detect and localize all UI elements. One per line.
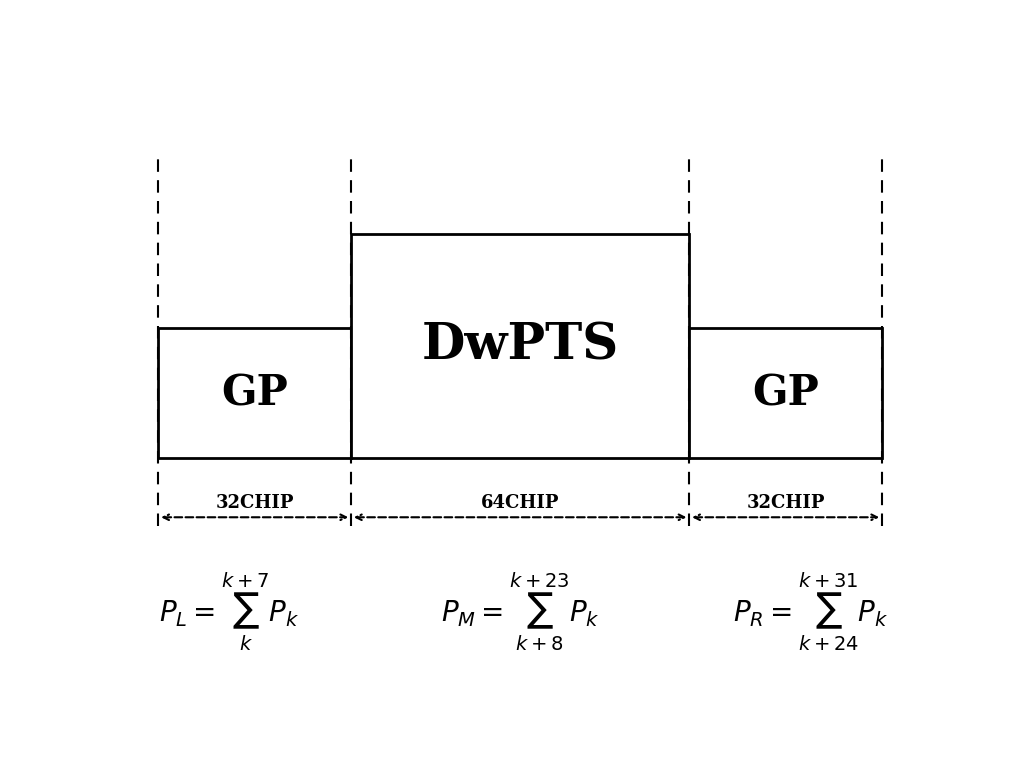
Text: $\mathit{P}_L = \sum_{\mathit{k}}^{\mathit{k}+7}\mathit{P}_{\mathit{k}}$: $\mathit{P}_L = \sum_{\mathit{k}}^{\math… bbox=[159, 571, 299, 653]
Text: 64CHIP: 64CHIP bbox=[481, 493, 559, 512]
Text: GP: GP bbox=[752, 372, 819, 414]
Text: 32CHIP: 32CHIP bbox=[215, 493, 294, 512]
Bar bbox=[351, 234, 689, 458]
Text: $\mathit{P}_R = \sum_{\mathit{k}+24}^{\mathit{k}+31}\mathit{P}_{\mathit{k}}$: $\mathit{P}_R = \sum_{\mathit{k}+24}^{\m… bbox=[734, 571, 889, 653]
Text: 32CHIP: 32CHIP bbox=[746, 493, 825, 512]
Bar bbox=[689, 328, 882, 458]
Text: GP: GP bbox=[221, 372, 288, 414]
Text: $\mathit{P}_M = \sum_{\mathit{k}+8}^{\mathit{k}+23}\mathit{P}_{\mathit{k}}$: $\mathit{P}_M = \sum_{\mathit{k}+8}^{\ma… bbox=[441, 571, 600, 653]
Bar bbox=[158, 328, 351, 458]
Text: DwPTS: DwPTS bbox=[421, 321, 619, 370]
